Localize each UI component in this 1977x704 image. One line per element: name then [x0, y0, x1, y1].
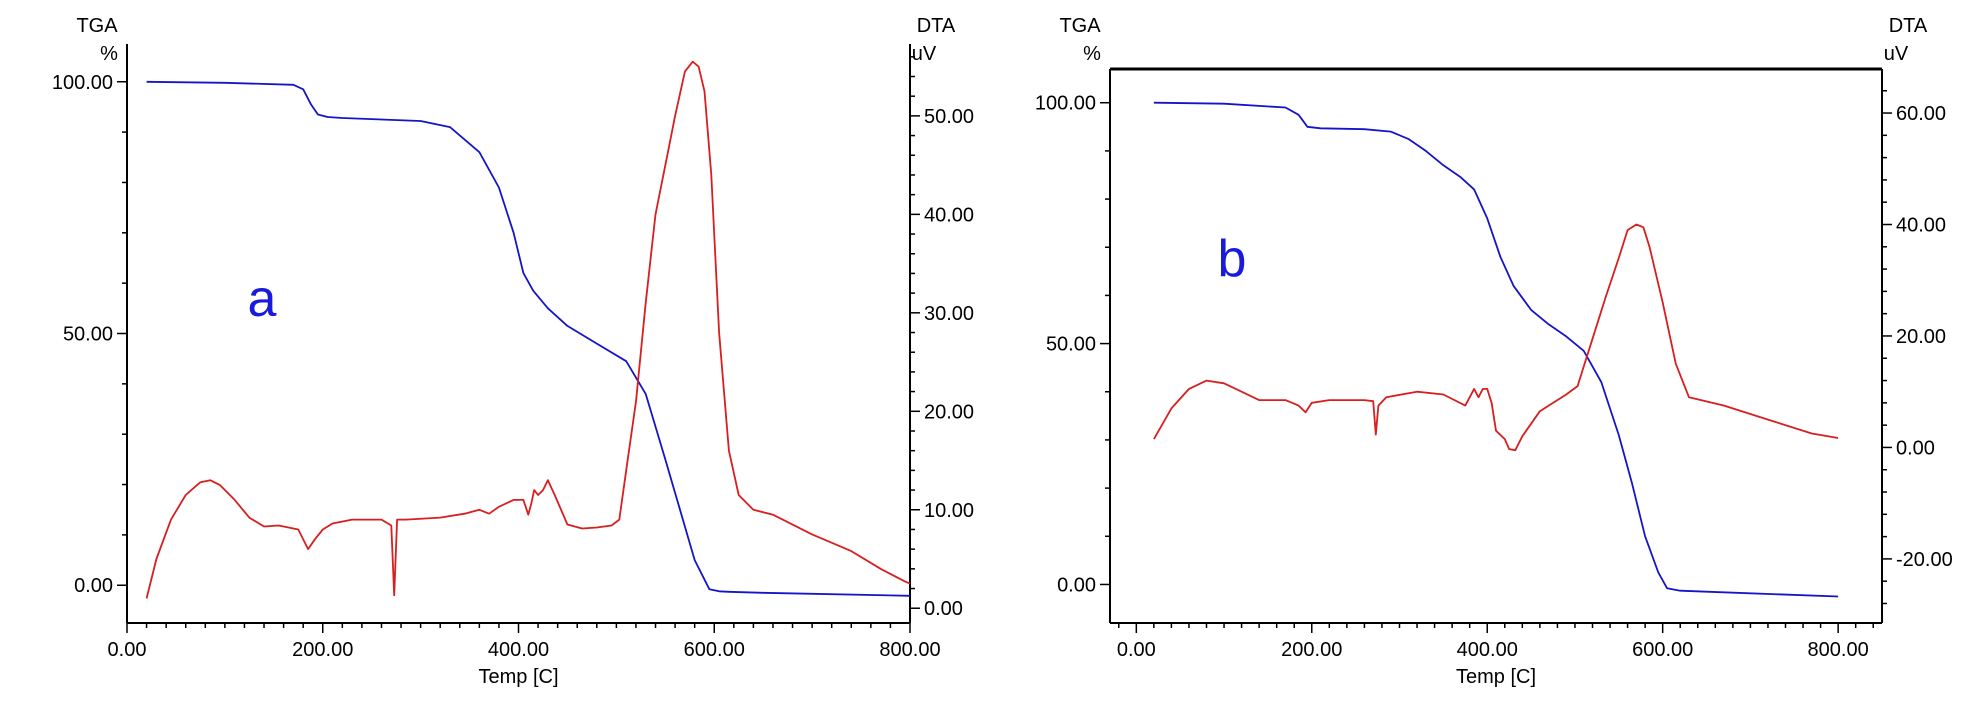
y-right-tick-label: 30.00 — [924, 303, 974, 325]
right-axis-unit: uV — [912, 43, 937, 65]
x-tick-label: 200.00 — [292, 639, 353, 661]
x-axis-title: Temp [C] — [478, 666, 558, 688]
tga-curve — [1153, 101, 1839, 598]
chart-panel-b: 0.00 200.00 400.00 600.00 800.00 Temp [C] 0.00… — [1035, 15, 1953, 688]
panel-label: a — [248, 270, 277, 328]
left-axis-title: TGA — [76, 15, 118, 37]
x-tick-label: 600.00 — [684, 639, 745, 661]
right-axis-unit: uV — [1884, 43, 1909, 65]
panel-label: b — [1218, 230, 1247, 288]
right-axis-title: DTA — [917, 15, 956, 37]
y-right-tick-label: 20.00 — [1896, 326, 1946, 348]
x-tick-label: 800.00 — [1808, 639, 1869, 661]
y-right-tick-label: 20.00 — [924, 401, 974, 423]
x-tick-label: 0.00 — [1117, 639, 1156, 661]
y-left-tick-label: 50.00 — [1046, 334, 1096, 356]
y-right-tick-label: -20.00 — [1896, 549, 1953, 571]
x-tick-label: 800.00 — [879, 639, 940, 661]
left-axis-title: TGA — [1059, 15, 1101, 37]
chart-panel-a: 0.00 200.00 400.00 600.00 800.00 Temp [C] 0.00… — [52, 15, 974, 688]
x-axis-title: Temp [C] — [1456, 666, 1536, 688]
y-right-tick-label: 50.00 — [924, 106, 974, 128]
y-right-tick-label: 60.00 — [1896, 103, 1946, 125]
y-right-tick-label: 40.00 — [1896, 214, 1946, 236]
y-right-tick-label: 0.00 — [924, 598, 963, 620]
tga-curve — [146, 80, 911, 597]
y-left-tick-label: 0.00 — [1057, 574, 1096, 596]
dta-curve — [1153, 223, 1839, 452]
y-left-tick-label: 100.00 — [52, 72, 113, 94]
y-right-tick-label: 40.00 — [924, 204, 974, 226]
x-tick-label: 400.00 — [1457, 639, 1518, 661]
left-axis-unit: % — [1083, 43, 1101, 65]
y-left-tick-label: 50.00 — [63, 324, 113, 346]
x-tick-label: 400.00 — [488, 639, 549, 661]
y-right-tick-label: 0.00 — [1896, 437, 1935, 459]
y-right-tick-label: 10.00 — [924, 500, 974, 522]
left-axis-unit: % — [100, 43, 118, 65]
x-tick-label: 0.00 — [108, 639, 147, 661]
x-tick-label: 200.00 — [1281, 639, 1342, 661]
y-left-tick-label: 100.00 — [1035, 93, 1096, 115]
dta-curve — [145, 60, 911, 599]
right-axis-title: DTA — [1889, 15, 1928, 37]
x-tick-label: 600.00 — [1632, 639, 1693, 661]
y-left-tick-label: 0.00 — [74, 575, 113, 597]
